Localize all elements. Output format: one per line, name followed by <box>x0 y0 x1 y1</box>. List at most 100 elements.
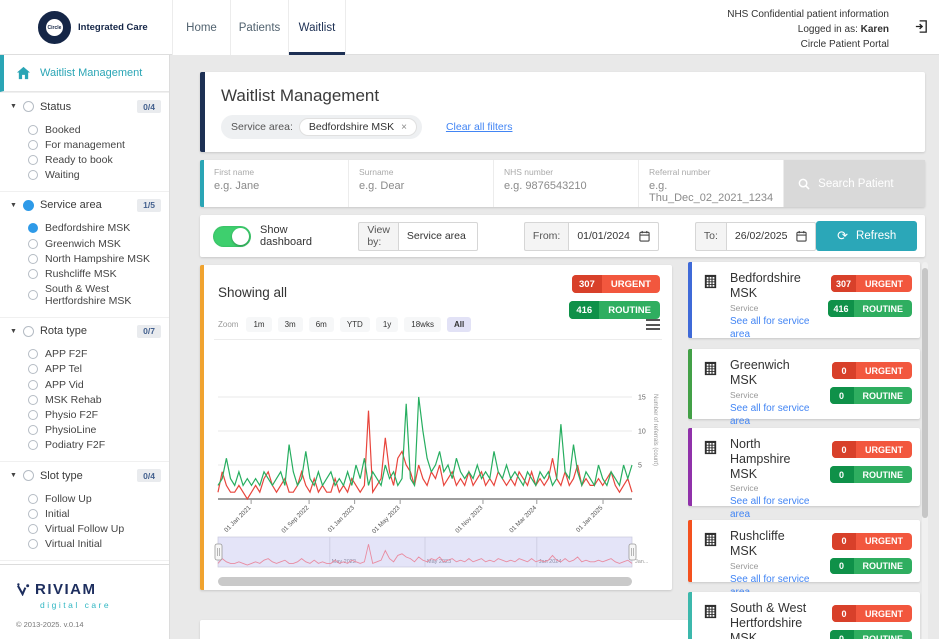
svg-text:Jan 2024: Jan 2024 <box>539 559 562 565</box>
filter-option-virtual-initial[interactable]: Virtual Initial <box>28 537 169 552</box>
filter-section-service-area[interactable]: ▼ Service area 1/5 <box>0 190 169 217</box>
zoom-range-1m[interactable]: 1m <box>246 317 272 332</box>
option-radio[interactable] <box>28 349 38 360</box>
show-dashboard-label: Show dashboard <box>260 224 312 248</box>
zoom-range-3m[interactable]: 3m <box>277 317 303 332</box>
clear-all-filters-link[interactable]: Clear all filters <box>445 121 513 133</box>
filter-section-label: Rota type <box>39 325 88 338</box>
option-label: APP Vid <box>45 378 84 391</box>
filter-section-status[interactable]: ▼ Status 0/4 <box>0 92 169 118</box>
zoom-range-ytd[interactable]: YTD <box>339 317 370 332</box>
option-label: Greenwich MSK <box>45 237 121 250</box>
zoom-range-18wks[interactable]: 18wks <box>404 317 441 332</box>
section-radio[interactable] <box>22 199 34 211</box>
option-radio[interactable] <box>28 493 38 504</box>
option-radio[interactable] <box>28 154 38 165</box>
service-type: Service <box>730 302 759 313</box>
panel-scrollbar-thumb[interactable] <box>922 268 928 518</box>
filter-option-north-hampshire-msk[interactable]: North Hampshire MSK <box>28 251 169 266</box>
top-header: Circle Integrated Care Home Patients Waitl… <box>0 0 939 55</box>
filter-option-app-tel[interactable]: APP Tel <box>28 362 169 377</box>
option-radio[interactable] <box>28 223 38 234</box>
filter-option-physioline[interactable]: PhysioLine <box>28 423 169 438</box>
option-radio[interactable] <box>28 410 38 421</box>
filter-option-physio-f2f[interactable]: Physio F2F <box>28 407 169 422</box>
svg-text:15: 15 <box>638 395 646 402</box>
service-card-rushcliffe-msk: Rushcliffe MSK Service See all for service… <box>688 520 920 598</box>
option-radio[interactable] <box>28 253 38 264</box>
filter-option-app-f2f[interactable]: APP F2F <box>28 347 169 362</box>
view-by-select[interactable]: Service area <box>397 221 478 251</box>
filter-section-slot-type[interactable]: ▼ Slot type 0/4 <box>0 461 169 487</box>
next-section-card <box>200 620 710 639</box>
section-radio[interactable] <box>22 470 34 481</box>
collapse-caret-icon[interactable]: ▼ <box>10 472 17 479</box>
chart-badges: 307 URGENT 416 ROUTINE <box>569 275 660 319</box>
service-card-north-hampshire-msk: North Hampshire MSK Service See all for se… <box>688 428 920 520</box>
show-dashboard-toggle[interactable] <box>213 225 251 247</box>
filter-option-app-vid[interactable]: APP Vid <box>28 377 169 392</box>
tab-patients[interactable]: Patients <box>230 0 288 55</box>
option-radio[interactable] <box>28 364 38 375</box>
chart-menu-icon[interactable] <box>646 319 660 330</box>
urgent-label: URGENT <box>610 278 651 290</box>
filter-option-for-management[interactable]: For management <box>28 137 169 152</box>
option-radio[interactable] <box>28 139 38 150</box>
filter-option-msk-rehab[interactable]: MSK Rehab <box>28 392 169 407</box>
section-radio[interactable] <box>22 325 34 337</box>
option-radio[interactable] <box>28 170 38 181</box>
option-radio[interactable] <box>28 238 38 249</box>
zoom-range-1y[interactable]: 1y <box>375 317 399 332</box>
to-date-input[interactable]: 26/02/2025 <box>725 221 817 251</box>
collapse-caret-icon[interactable]: ▼ <box>10 201 17 209</box>
option-radio[interactable] <box>28 290 38 301</box>
sidebar-item-waitlist-management[interactable]: Waitlist Management <box>0 55 169 92</box>
filter-option-bedfordshire-msk[interactable]: Bedfordshire MSK <box>28 221 169 236</box>
option-label: Virtual Follow Up <box>45 522 125 535</box>
filter-option-south-west-hertfordshire-msk[interactable]: South & West Hertfordshire MSK <box>28 282 169 309</box>
chip-remove-icon[interactable]: × <box>401 121 407 133</box>
filter-option-waiting[interactable]: Waiting <box>28 168 169 183</box>
search-patient-button[interactable]: Search Patient <box>784 160 925 207</box>
option-radio[interactable] <box>28 539 38 550</box>
zoom-range-6m[interactable]: 6m <box>308 317 334 332</box>
from-date-input[interactable]: 01/01/2024 <box>568 221 659 251</box>
referral-number-field[interactable]: Referral number e.g. Thu_Dec_02_2021_1234 <box>639 160 785 207</box>
option-radio[interactable] <box>28 124 38 135</box>
referrals-chart-card: Showing all 307 URGENT 416 ROUTINE Zoom 1m… <box>200 265 672 590</box>
option-radio[interactable] <box>28 268 38 279</box>
logout-icon[interactable] <box>914 19 929 39</box>
filter-section-rota-type[interactable]: ▼ Rota type 0/7 <box>0 316 169 343</box>
page-header-card: Waitlist Management Service area: Bedfor… <box>200 72 925 152</box>
see-all-link[interactable]: See all for service area <box>730 315 810 340</box>
option-label: For management <box>45 138 125 151</box>
tab-home[interactable]: Home <box>172 0 230 55</box>
filter-option-greenwich-msk[interactable]: Greenwich MSK <box>28 236 169 251</box>
filter-option-podiatry-f2f[interactable]: Podiatry F2F <box>28 438 169 453</box>
nhs-number-field[interactable]: NHS number e.g. 9876543210 <box>494 160 639 207</box>
option-radio[interactable] <box>28 394 38 405</box>
surname-field[interactable]: Surname e.g. Dear <box>349 160 494 207</box>
first-name-field[interactable]: First name e.g. Jane <box>204 160 349 207</box>
filter-option-virtual-follow-up[interactable]: Virtual Follow Up <box>28 521 169 536</box>
option-radio[interactable] <box>28 425 38 436</box>
option-radio[interactable] <box>28 523 38 534</box>
referrals-chart[interactable]: 5 10 15 01 Jan 2021 01 Sep 2022 01 Jan 2023 01… <box>212 341 664 591</box>
tab-waitlist[interactable]: Waitlist <box>288 0 346 55</box>
filter-option-initial[interactable]: Initial <box>28 506 169 521</box>
see-all-link[interactable]: See all for service area <box>730 496 810 521</box>
section-radio[interactable] <box>22 101 34 112</box>
option-radio[interactable] <box>28 379 38 390</box>
collapse-caret-icon[interactable]: ▼ <box>10 103 17 110</box>
filter-option-ready-to-book[interactable]: Ready to book <box>28 152 169 167</box>
refresh-button[interactable]: ⟳ Refresh <box>816 221 917 251</box>
zoom-range-all[interactable]: All <box>446 317 472 332</box>
option-radio[interactable] <box>28 440 38 451</box>
see-all-link[interactable]: See all for service area <box>730 402 810 427</box>
filter-option-follow-up[interactable]: Follow Up <box>28 491 169 506</box>
collapse-caret-icon[interactable]: ▼ <box>10 327 17 335</box>
filter-option-rushcliffe-msk[interactable]: Rushcliffe MSK <box>28 266 169 281</box>
panel-scrollbar[interactable] <box>922 262 928 639</box>
filter-option-booked[interactable]: Booked <box>28 122 169 137</box>
option-radio[interactable] <box>28 508 38 519</box>
